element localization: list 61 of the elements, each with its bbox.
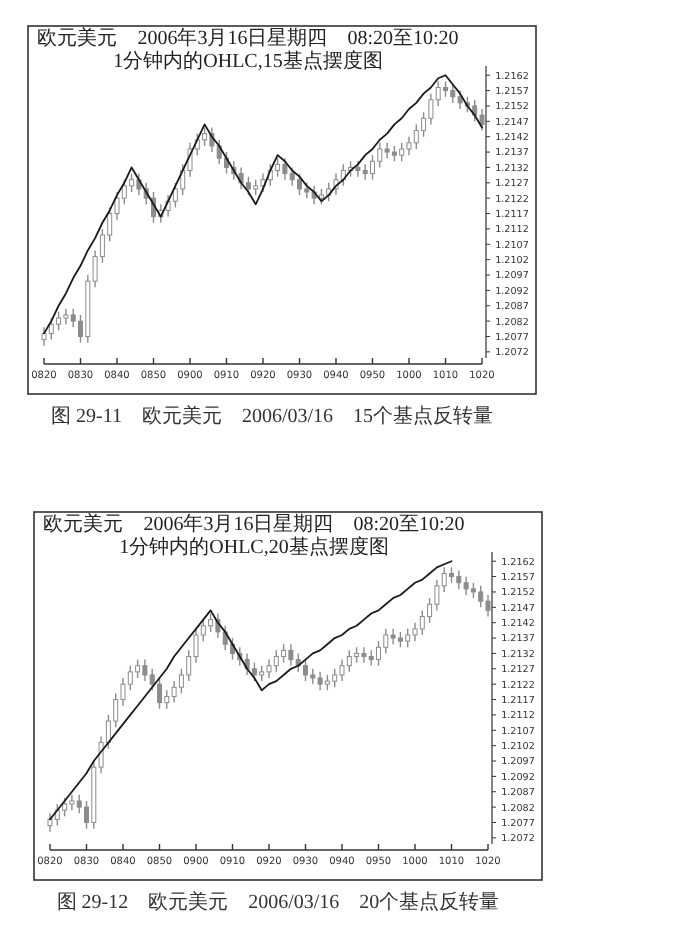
candlestick <box>450 83 456 104</box>
candlestick <box>251 661 257 682</box>
candlestick <box>63 308 69 325</box>
candlestick <box>384 142 390 159</box>
candlestick <box>361 646 367 664</box>
candlestick <box>332 668 338 688</box>
candlestick <box>47 812 53 833</box>
candlestick <box>310 668 316 685</box>
candlestick <box>266 658 272 679</box>
candlestick <box>273 649 279 673</box>
candlestick <box>157 677 162 710</box>
candlestick <box>208 612 214 633</box>
candlestick <box>434 578 440 612</box>
candlestick <box>405 628 411 648</box>
candlestick <box>41 326 47 347</box>
candlestick <box>289 166 295 187</box>
candlestick <box>346 649 352 673</box>
candlestick <box>317 671 323 692</box>
candlestick <box>456 569 462 590</box>
chart-title: 欧元美元 2006年3月16日星期四 08:20至10:20 <box>37 26 459 50</box>
candlestick <box>281 643 287 664</box>
candlestick <box>135 658 141 679</box>
candlestick <box>376 640 381 667</box>
candlestick <box>399 142 405 162</box>
candlestick <box>390 628 396 645</box>
candlestick <box>202 126 208 147</box>
candlestick <box>129 172 135 193</box>
chart-subtitle: 1分钟内的OHLC,15基点摆度图 <box>113 49 383 73</box>
candlestick <box>121 179 127 206</box>
candlestick <box>457 89 463 110</box>
candlestick <box>406 135 412 156</box>
candlestick <box>149 668 155 692</box>
candlestick <box>297 172 302 196</box>
candlestick <box>171 680 177 704</box>
candlestick <box>412 621 418 642</box>
chart-title: 欧元美元 2006年3月16日星期四 08:20至10:20 <box>43 512 465 536</box>
candlestick <box>370 154 375 181</box>
candlestick <box>303 658 308 682</box>
chart-subtitle: 1分钟内的OHLC,20基点摆度图 <box>119 535 389 559</box>
candlestick <box>245 175 251 196</box>
candlestick <box>377 142 383 169</box>
candlestick <box>428 92 434 126</box>
candlestick <box>478 585 484 609</box>
candlestick <box>275 157 281 178</box>
caption: 图 29-11 欧元美元 2006/03/16 15个基点反转量 <box>50 404 494 428</box>
candlestick <box>69 794 75 811</box>
candlestick <box>56 311 62 332</box>
candlestick <box>419 609 425 636</box>
candlestick <box>383 628 389 655</box>
candlestick <box>142 658 148 682</box>
candlestick <box>62 797 68 818</box>
candlestick <box>288 643 294 667</box>
candlestick <box>339 658 345 682</box>
candlestick <box>48 317 54 341</box>
candlestick <box>164 689 170 710</box>
candlestick <box>260 172 266 193</box>
candlestick <box>413 123 419 150</box>
candlestick <box>463 575 469 596</box>
candlestick <box>282 157 288 181</box>
caption: 图 29-12 欧元美元 2006/03/16 20个基点反转量 <box>56 890 500 914</box>
candlestick <box>127 665 133 692</box>
